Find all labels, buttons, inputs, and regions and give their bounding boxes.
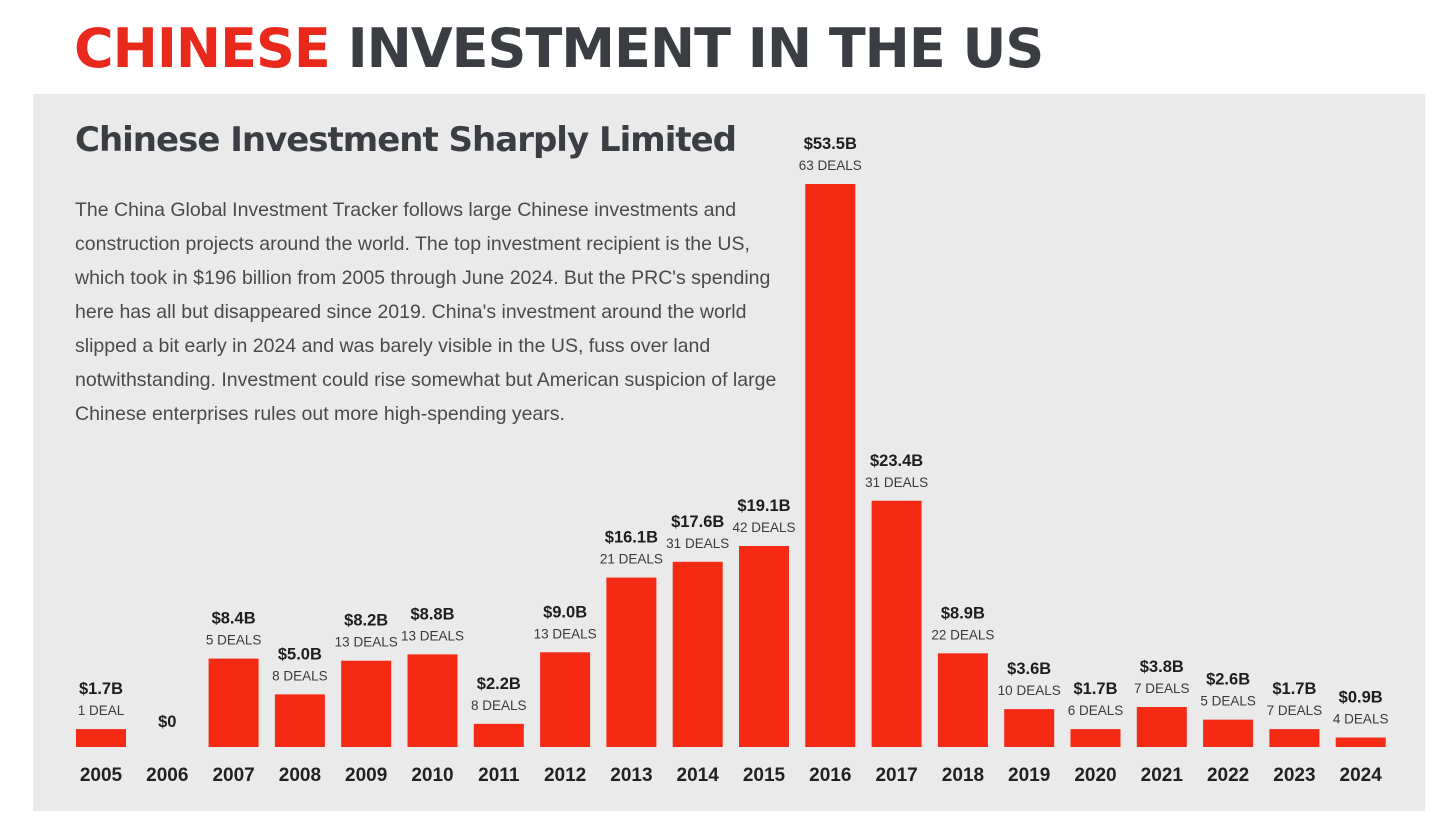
deal-label-2024: 4 DEALS xyxy=(1333,712,1389,727)
value-label-2015: $19.1B xyxy=(737,497,790,515)
x-tick-label-2015: 2015 xyxy=(743,765,786,786)
bar-2019 xyxy=(1004,709,1055,747)
bar-2015 xyxy=(739,546,789,747)
x-tick-label-2009: 2009 xyxy=(345,765,387,786)
x-tick-label-2017: 2017 xyxy=(875,765,917,786)
x-tick-label-2014: 2014 xyxy=(677,765,720,786)
bar-2013 xyxy=(606,577,657,747)
deal-label-2017: 31 DEALS xyxy=(865,475,928,490)
x-tick-label-2005: 2005 xyxy=(80,765,123,786)
x-tick-label-2016: 2016 xyxy=(809,765,851,786)
deal-label-2012: 13 DEALS xyxy=(534,626,597,641)
x-tick-label-2019: 2019 xyxy=(1008,765,1050,786)
deal-label-2010: 13 DEALS xyxy=(401,628,464,643)
deal-label-2023: 7 DEALS xyxy=(1267,703,1323,718)
value-label-2018: $8.9B xyxy=(941,604,985,622)
headline-highlight: CHINESE xyxy=(74,17,331,80)
x-tick-label-2022: 2022 xyxy=(1207,765,1249,786)
deal-label-2011: 8 DEALS xyxy=(471,698,527,713)
bar-2016 xyxy=(805,184,856,747)
bar-chart: 1 DEAL $1.7B 2005 $0 2006 5 DEALS $8.4B 2007 8 D… xyxy=(76,135,1389,786)
x-tick-label-2007: 2007 xyxy=(212,765,254,786)
deal-label-2014: 31 DEALS xyxy=(666,536,729,551)
x-tick-label-2024: 2024 xyxy=(1340,765,1383,786)
x-tick-label-2008: 2008 xyxy=(279,765,321,786)
bar-2008 xyxy=(274,694,325,747)
bar-2009 xyxy=(341,660,392,747)
value-label-2017: $23.4B xyxy=(870,452,923,470)
headline-rest: INVESTMENT IN THE US xyxy=(347,17,1045,80)
chart-panel: Chinese Investment Sharply Limited The C… xyxy=(33,94,1425,811)
x-tick-label-2012: 2012 xyxy=(544,765,586,786)
deal-label-2019: 10 DEALS xyxy=(998,683,1061,698)
value-label-2013: $16.1B xyxy=(605,529,658,547)
bar-2018 xyxy=(937,653,988,747)
bar-2020 xyxy=(1070,729,1121,747)
deal-label-2021: 7 DEALS xyxy=(1134,681,1190,696)
value-label-2007: $8.4B xyxy=(212,610,256,628)
bar-2014 xyxy=(672,561,723,747)
deal-label-2007: 5 DEALS xyxy=(206,633,262,648)
deal-label-2018: 22 DEALS xyxy=(931,627,994,642)
value-label-2012: $9.0B xyxy=(543,603,587,621)
bar-2022 xyxy=(1203,719,1254,747)
value-label-2024: $0.9B xyxy=(1339,689,1383,707)
value-label-2014: $17.6B xyxy=(671,513,724,531)
bar-2007 xyxy=(208,658,259,747)
bar-2005 xyxy=(76,729,126,747)
deal-label-2009: 13 DEALS xyxy=(335,635,398,650)
bar-2021 xyxy=(1136,707,1187,747)
deal-label-2013: 21 DEALS xyxy=(600,552,663,567)
value-label-2023: $1.7B xyxy=(1272,680,1316,698)
value-label-2022: $2.6B xyxy=(1206,671,1250,689)
x-tick-label-2023: 2023 xyxy=(1273,765,1315,786)
deal-label-2015: 42 DEALS xyxy=(732,520,795,535)
deal-label-2020: 6 DEALS xyxy=(1068,703,1124,718)
chart-description: The China Global Investment Tracker foll… xyxy=(75,199,777,425)
bar-2017 xyxy=(871,500,922,747)
deal-label-2022: 5 DEALS xyxy=(1200,694,1256,709)
x-tick-label-2011: 2011 xyxy=(478,765,520,786)
x-tick-label-2006: 2006 xyxy=(146,765,188,786)
value-label-2010: $8.8B xyxy=(410,605,454,623)
deal-label-2016: 63 DEALS xyxy=(799,158,862,173)
value-label-2016: $53.5B xyxy=(804,135,857,153)
deal-label-2008: 8 DEALS xyxy=(272,668,328,683)
value-label-2005: $1.7B xyxy=(79,680,123,698)
value-label-2019: $3.6B xyxy=(1007,660,1051,678)
bar-2011 xyxy=(473,723,524,747)
value-label-2006: $0 xyxy=(158,713,176,731)
x-tick-label-2021: 2021 xyxy=(1141,765,1184,786)
x-tick-label-2018: 2018 xyxy=(942,765,984,786)
x-tick-label-2020: 2020 xyxy=(1074,765,1116,786)
chart-title: Chinese Investment Sharply Limited xyxy=(75,120,737,160)
deal-label-2005: 1 DEAL xyxy=(78,703,125,718)
bar-2024 xyxy=(1335,737,1386,747)
value-label-2021: $3.8B xyxy=(1140,658,1184,676)
page-headline: CHINESE INVESTMENT IN THE US xyxy=(74,14,1045,84)
x-tick-label-2010: 2010 xyxy=(411,765,453,786)
value-label-2009: $8.2B xyxy=(344,612,388,630)
value-label-2020: $1.7B xyxy=(1073,680,1117,698)
x-tick-label-2013: 2013 xyxy=(610,765,652,786)
value-label-2011: $2.2B xyxy=(477,675,521,693)
bar-2012 xyxy=(540,652,591,747)
bar-2023 xyxy=(1269,729,1320,747)
bar-2010 xyxy=(407,654,458,747)
value-label-2008: $5.0B xyxy=(278,645,322,663)
